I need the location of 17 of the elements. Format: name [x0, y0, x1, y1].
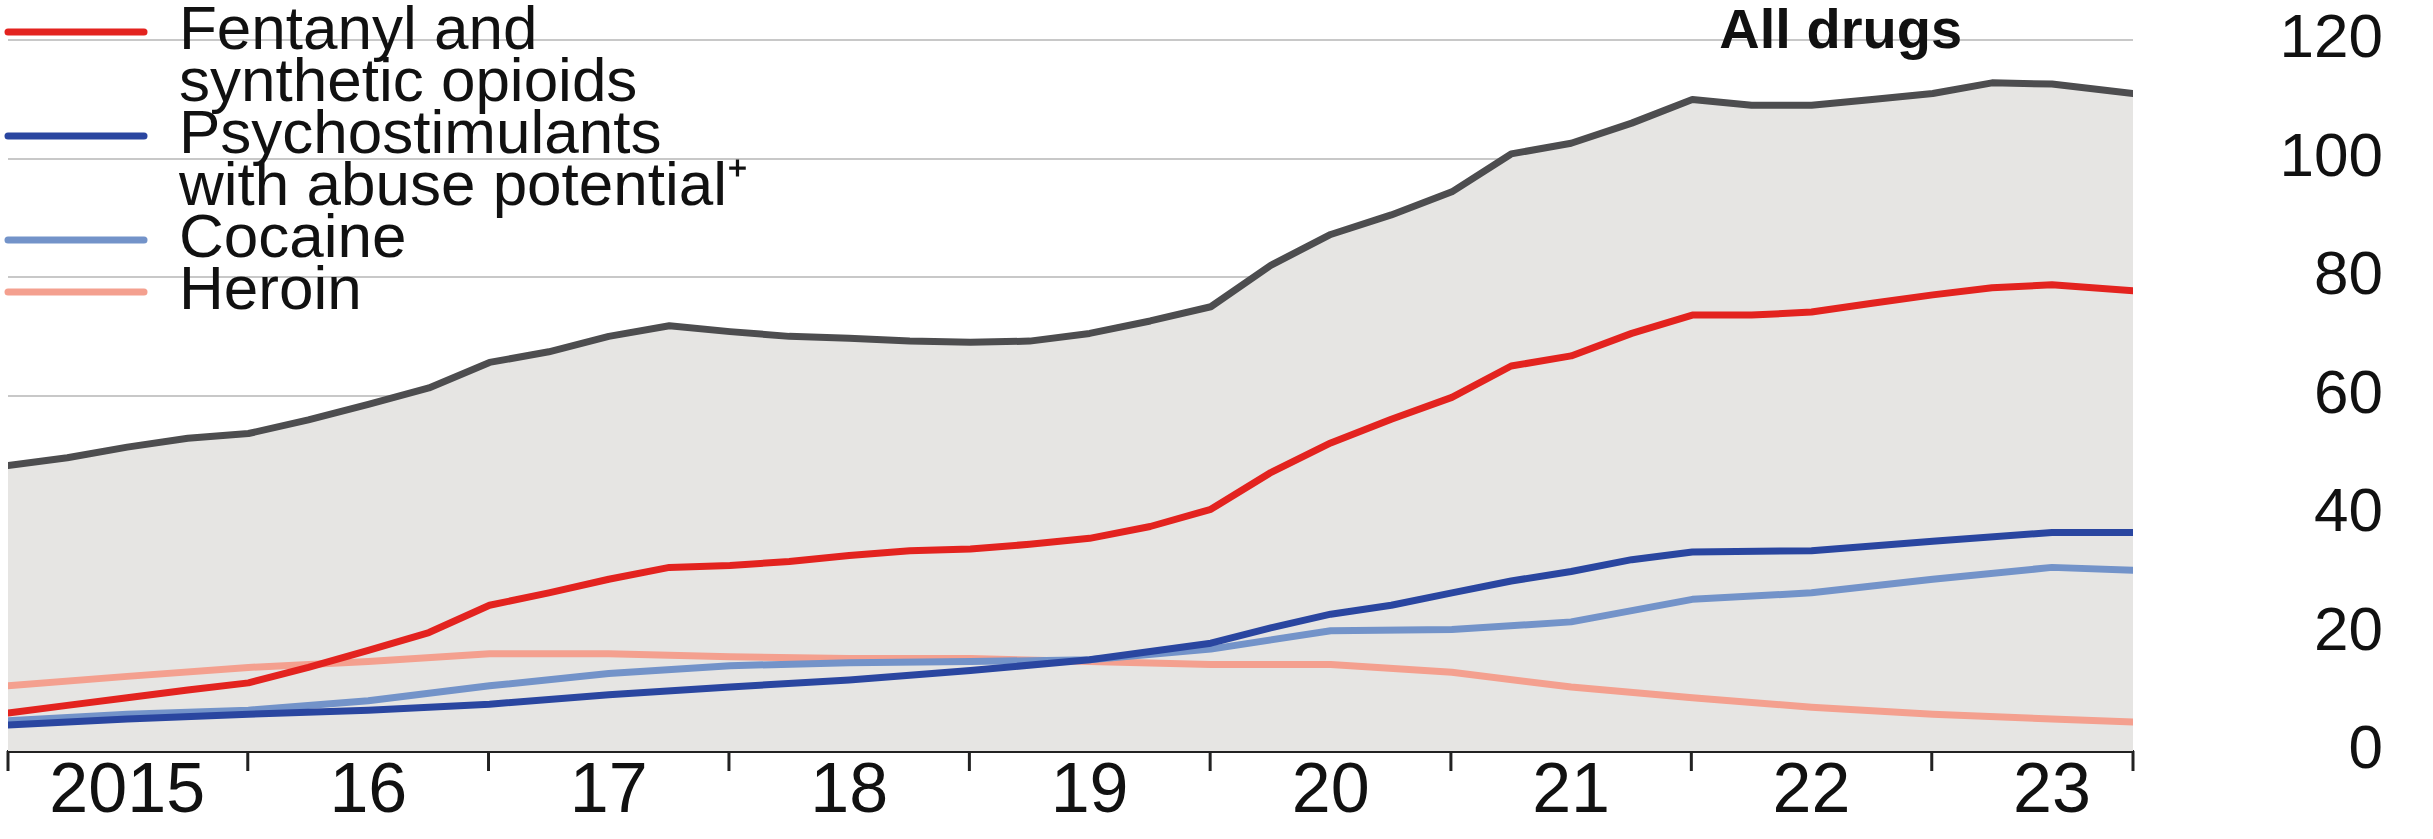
y-tick-label: 100: [2279, 119, 2383, 189]
x-tick-label: 21: [1532, 749, 1611, 828]
x-tick-label: 17: [569, 749, 648, 828]
x-tick-label: 18: [810, 749, 889, 828]
x-tick-label: 22: [1772, 749, 1851, 828]
y-tick-label: 20: [2314, 593, 2383, 663]
series-label: All drugs: [1719, 0, 1963, 61]
x-tick-label: 2015: [49, 749, 206, 828]
y-tick-label: 40: [2314, 475, 2383, 545]
x-tick-label: 23: [2013, 749, 2091, 828]
y-tick-label: 60: [2314, 356, 2383, 426]
y-tick-label: 0: [2348, 712, 2383, 782]
y-tick-label: 80: [2314, 238, 2383, 308]
x-tick-label: 20: [1291, 749, 1370, 828]
x-tick-label: 16: [329, 749, 408, 828]
x-tick-label: 19: [1050, 749, 1129, 828]
y-tick-label: 120: [2279, 1, 2383, 71]
